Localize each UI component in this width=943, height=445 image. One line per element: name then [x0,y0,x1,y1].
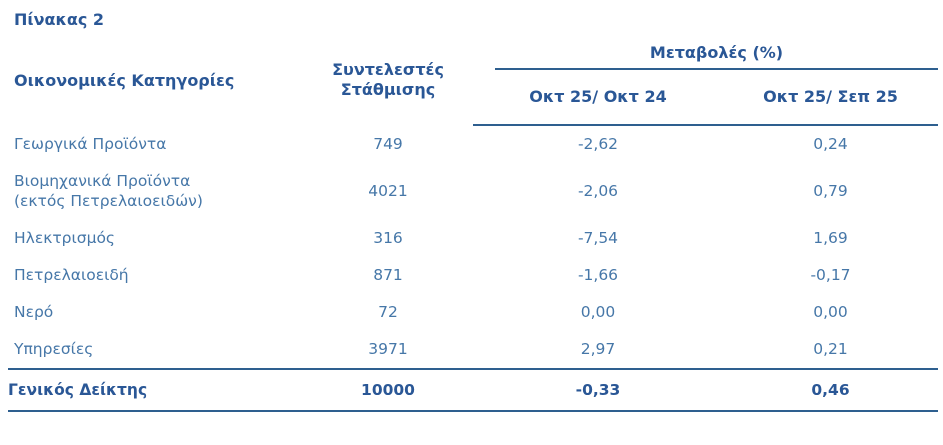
change-yoy-cell: 0,00 [580,303,616,322]
weight-cell: 4021 [368,181,408,200]
change-yoy-cell: -0,33 [473,367,723,413]
total-row: Γενικός Δείκτης 10000 -0,33 0,46 [8,367,938,413]
table-row: Ηλεκτρισμός 316 -7,54 1,69 [8,219,938,256]
category-cell: Γενικός Δείκτης [8,367,303,413]
table-row: Νερό 72 0,00 0,00 [8,294,938,331]
change-mom-cell: 0,24 [813,135,848,154]
category-cell: Γεωργικά Προϊόντα [14,134,167,153]
weight-cell: 749 [373,134,403,153]
change-yoy-cell: -2,62 [577,135,619,154]
category-cell: Νερό [14,303,54,322]
category-cell: Υπηρεσίες [14,340,94,359]
weight-cell: 10000 [303,367,473,413]
category-cell: Ηλεκτρισμός [14,228,116,247]
weight-cell: 72 [378,303,398,322]
change-mom-cell: -0,17 [810,266,851,285]
change-yoy-cell: -1,66 [577,266,619,285]
change-mom-cell: 0,46 [723,367,938,413]
change-yoy-cell: -2,06 [577,181,619,200]
category-cell: Βιομηχανικά Προϊόντα (εκτός Πετρελαιοειδ… [14,171,203,210]
weight-cell: 3971 [368,340,408,359]
table-body: Γεωργικά Προϊόντα 749 -2,62 0,24 Βιομηχα… [8,125,938,413]
col-header-changes-group: Μεταβολές (%) [473,35,938,70]
weight-cell: 871 [373,266,403,285]
weight-cell: 316 [373,228,403,247]
table-row: Γεωργικά Προϊόντα 749 -2,62 0,24 [8,125,938,162]
change-yoy-cell: -7,54 [577,228,619,247]
col-header-categories: Οικονομικές Κατηγορίες [14,70,235,90]
table-header: Οικονομικές Κατηγορίες Συντελεστές Στάθμ… [8,35,938,126]
category-cell: Πετρελαιοειδή [14,266,129,285]
table-row: Πετρελαιοειδή 871 -1,66 -0,17 [8,257,938,294]
table-row: Βιομηχανικά Προϊόντα (εκτός Πετρελαιοειδ… [8,162,938,219]
change-mom-cell: 0,00 [813,303,848,322]
change-mom-cell: 0,79 [813,181,848,200]
table-row: Υπηρεσίες 3971 2,97 0,21 [8,331,938,369]
economic-categories-table: Οικονομικές Κατηγορίες Συντελεστές Στάθμ… [8,35,938,413]
changes-group-label: Μεταβολές (%) [495,43,938,70]
col-header-change-mom: Οκτ 25/ Σεπ 25 [723,70,938,126]
change-mom-cell: 1,69 [813,228,848,247]
col-header-weights: Συντελεστές Στάθμισης [332,60,444,99]
change-mom-cell: 0,21 [813,340,848,359]
col-header-change-yoy: Οκτ 25/ Οκτ 24 [473,70,723,126]
page-title: Πίνακας 2 [14,10,105,29]
change-yoy-cell: 2,97 [580,340,616,359]
